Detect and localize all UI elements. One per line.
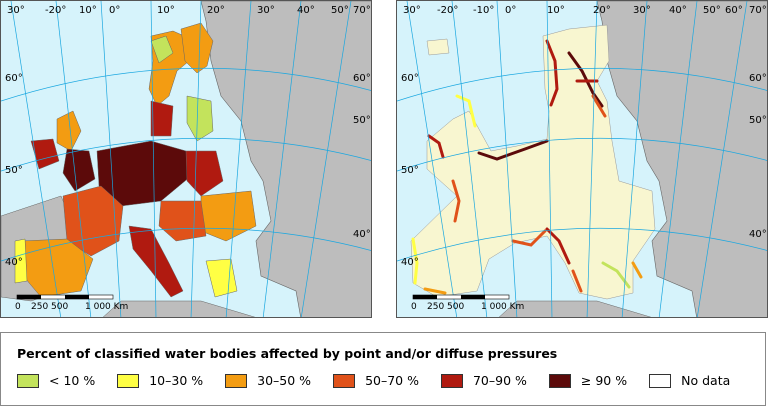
legend-swatch bbox=[649, 373, 672, 388]
lon-label: 20° bbox=[207, 5, 225, 16]
scale-label: 1 000 Km bbox=[85, 302, 128, 312]
lon-label: 30° bbox=[7, 5, 25, 16]
lat-label: 50° bbox=[749, 115, 767, 126]
legend-title: Percent of classified water bodies affec… bbox=[17, 346, 558, 361]
lat-label: 50° bbox=[5, 165, 23, 176]
lon-label: 20° bbox=[593, 5, 611, 16]
legend-swatch bbox=[548, 373, 571, 388]
lat-label: 40° bbox=[749, 229, 767, 240]
lon-label: 10° bbox=[79, 5, 97, 16]
legend-items: < 10 % 10–30 % 30–50 % 50–70 % 70–90 % ≥… bbox=[17, 373, 752, 388]
lon-label: 50° bbox=[703, 5, 721, 16]
legend-label: 10–30 % bbox=[149, 373, 204, 388]
iceland bbox=[426, 38, 450, 56]
legend-swatch bbox=[17, 373, 39, 388]
region-england bbox=[62, 148, 96, 192]
lon-label: 0° bbox=[109, 5, 120, 16]
lon-label: 10° bbox=[157, 5, 175, 16]
region-scotland bbox=[56, 110, 82, 152]
lat-label: 60° bbox=[749, 73, 767, 84]
lon-label: 70° bbox=[749, 5, 767, 16]
legend-swatch bbox=[117, 373, 140, 388]
non-eu-land-africa bbox=[498, 300, 652, 317]
scale-label: 500 bbox=[51, 302, 68, 312]
non-eu-land-east bbox=[200, 1, 371, 317]
lat-label: 60° bbox=[5, 73, 23, 84]
non-eu-land-east bbox=[596, 1, 767, 317]
scale-label: 500 bbox=[447, 302, 464, 312]
graticule bbox=[1, 1, 371, 317]
legend-swatch bbox=[440, 373, 463, 388]
region-greece bbox=[205, 258, 238, 298]
legend-swatch bbox=[225, 373, 248, 388]
legend-label: < 10 % bbox=[49, 373, 96, 388]
lon-label: -10° bbox=[473, 5, 494, 16]
lat-label: 60° bbox=[353, 73, 371, 84]
region-ireland bbox=[30, 138, 60, 170]
lon-label: -20° bbox=[437, 5, 458, 16]
legend-label: 30–50 % bbox=[257, 373, 312, 388]
region-finland bbox=[180, 22, 214, 74]
lon-label: 0° bbox=[505, 5, 516, 16]
lat-label: 40° bbox=[5, 257, 23, 268]
map-coastal-waters: 30° -20° -10° 0° 10° 20° 30° 40° 50° 60°… bbox=[396, 0, 768, 318]
lat-label: 40° bbox=[353, 229, 371, 240]
legend-label: ≥ 90 % bbox=[580, 373, 628, 388]
lat-label: 50° bbox=[401, 165, 419, 176]
region-portugal bbox=[14, 238, 28, 284]
scale-label: 0 bbox=[15, 302, 21, 312]
scale-label: 250 bbox=[427, 302, 444, 312]
scale-label: 1 000 Km bbox=[481, 302, 524, 312]
lon-label: 30° bbox=[633, 5, 651, 16]
lon-label: 40° bbox=[297, 5, 315, 16]
lon-label: 10° bbox=[547, 5, 565, 16]
lon-label: 70° bbox=[353, 5, 371, 16]
scale-bar: 0 250 500 1 000 Km bbox=[15, 294, 128, 312]
lat-label: 50° bbox=[353, 115, 371, 126]
lat-label: 60° bbox=[401, 73, 419, 84]
legend-label: No data bbox=[681, 373, 731, 388]
lon-label: 40° bbox=[669, 5, 687, 16]
legend-item: 50–70 % bbox=[333, 373, 419, 388]
graticule bbox=[397, 1, 767, 317]
lon-label: 50° bbox=[331, 5, 349, 16]
legend-item: 70–90 % bbox=[440, 373, 527, 388]
region-north bbox=[150, 35, 174, 64]
lon-label: 30° bbox=[403, 5, 421, 16]
legend-item: 30–50 % bbox=[225, 373, 311, 388]
lon-label: -20° bbox=[45, 5, 66, 16]
scale-label: 0 bbox=[411, 302, 417, 312]
non-eu-land-africa bbox=[102, 300, 256, 317]
region-south-sweden bbox=[150, 100, 174, 137]
lon-label: 30° bbox=[257, 5, 275, 16]
scale-label: 250 bbox=[31, 302, 48, 312]
legend-swatch bbox=[333, 373, 356, 388]
legend: Percent of classified water bodies affec… bbox=[0, 332, 766, 406]
legend-item: No data bbox=[649, 373, 730, 388]
legend-item: < 10 % bbox=[17, 373, 95, 388]
lat-label: 40° bbox=[401, 257, 419, 268]
lon-label: 60° bbox=[725, 5, 743, 16]
legend-label: 50–70 % bbox=[365, 373, 419, 388]
scale-bar: 0 250 500 1 000 Km bbox=[411, 294, 524, 312]
legend-item: ≥ 90 % bbox=[548, 373, 628, 388]
legend-item: 10–30 % bbox=[117, 373, 203, 388]
region-italy bbox=[128, 225, 184, 298]
legend-label: 70–90 % bbox=[472, 373, 527, 388]
map-river-basins: 30° -20° 10° 0° 10° 20° 30° 40° 50° 70° … bbox=[0, 0, 372, 318]
region-baltics bbox=[186, 95, 214, 142]
